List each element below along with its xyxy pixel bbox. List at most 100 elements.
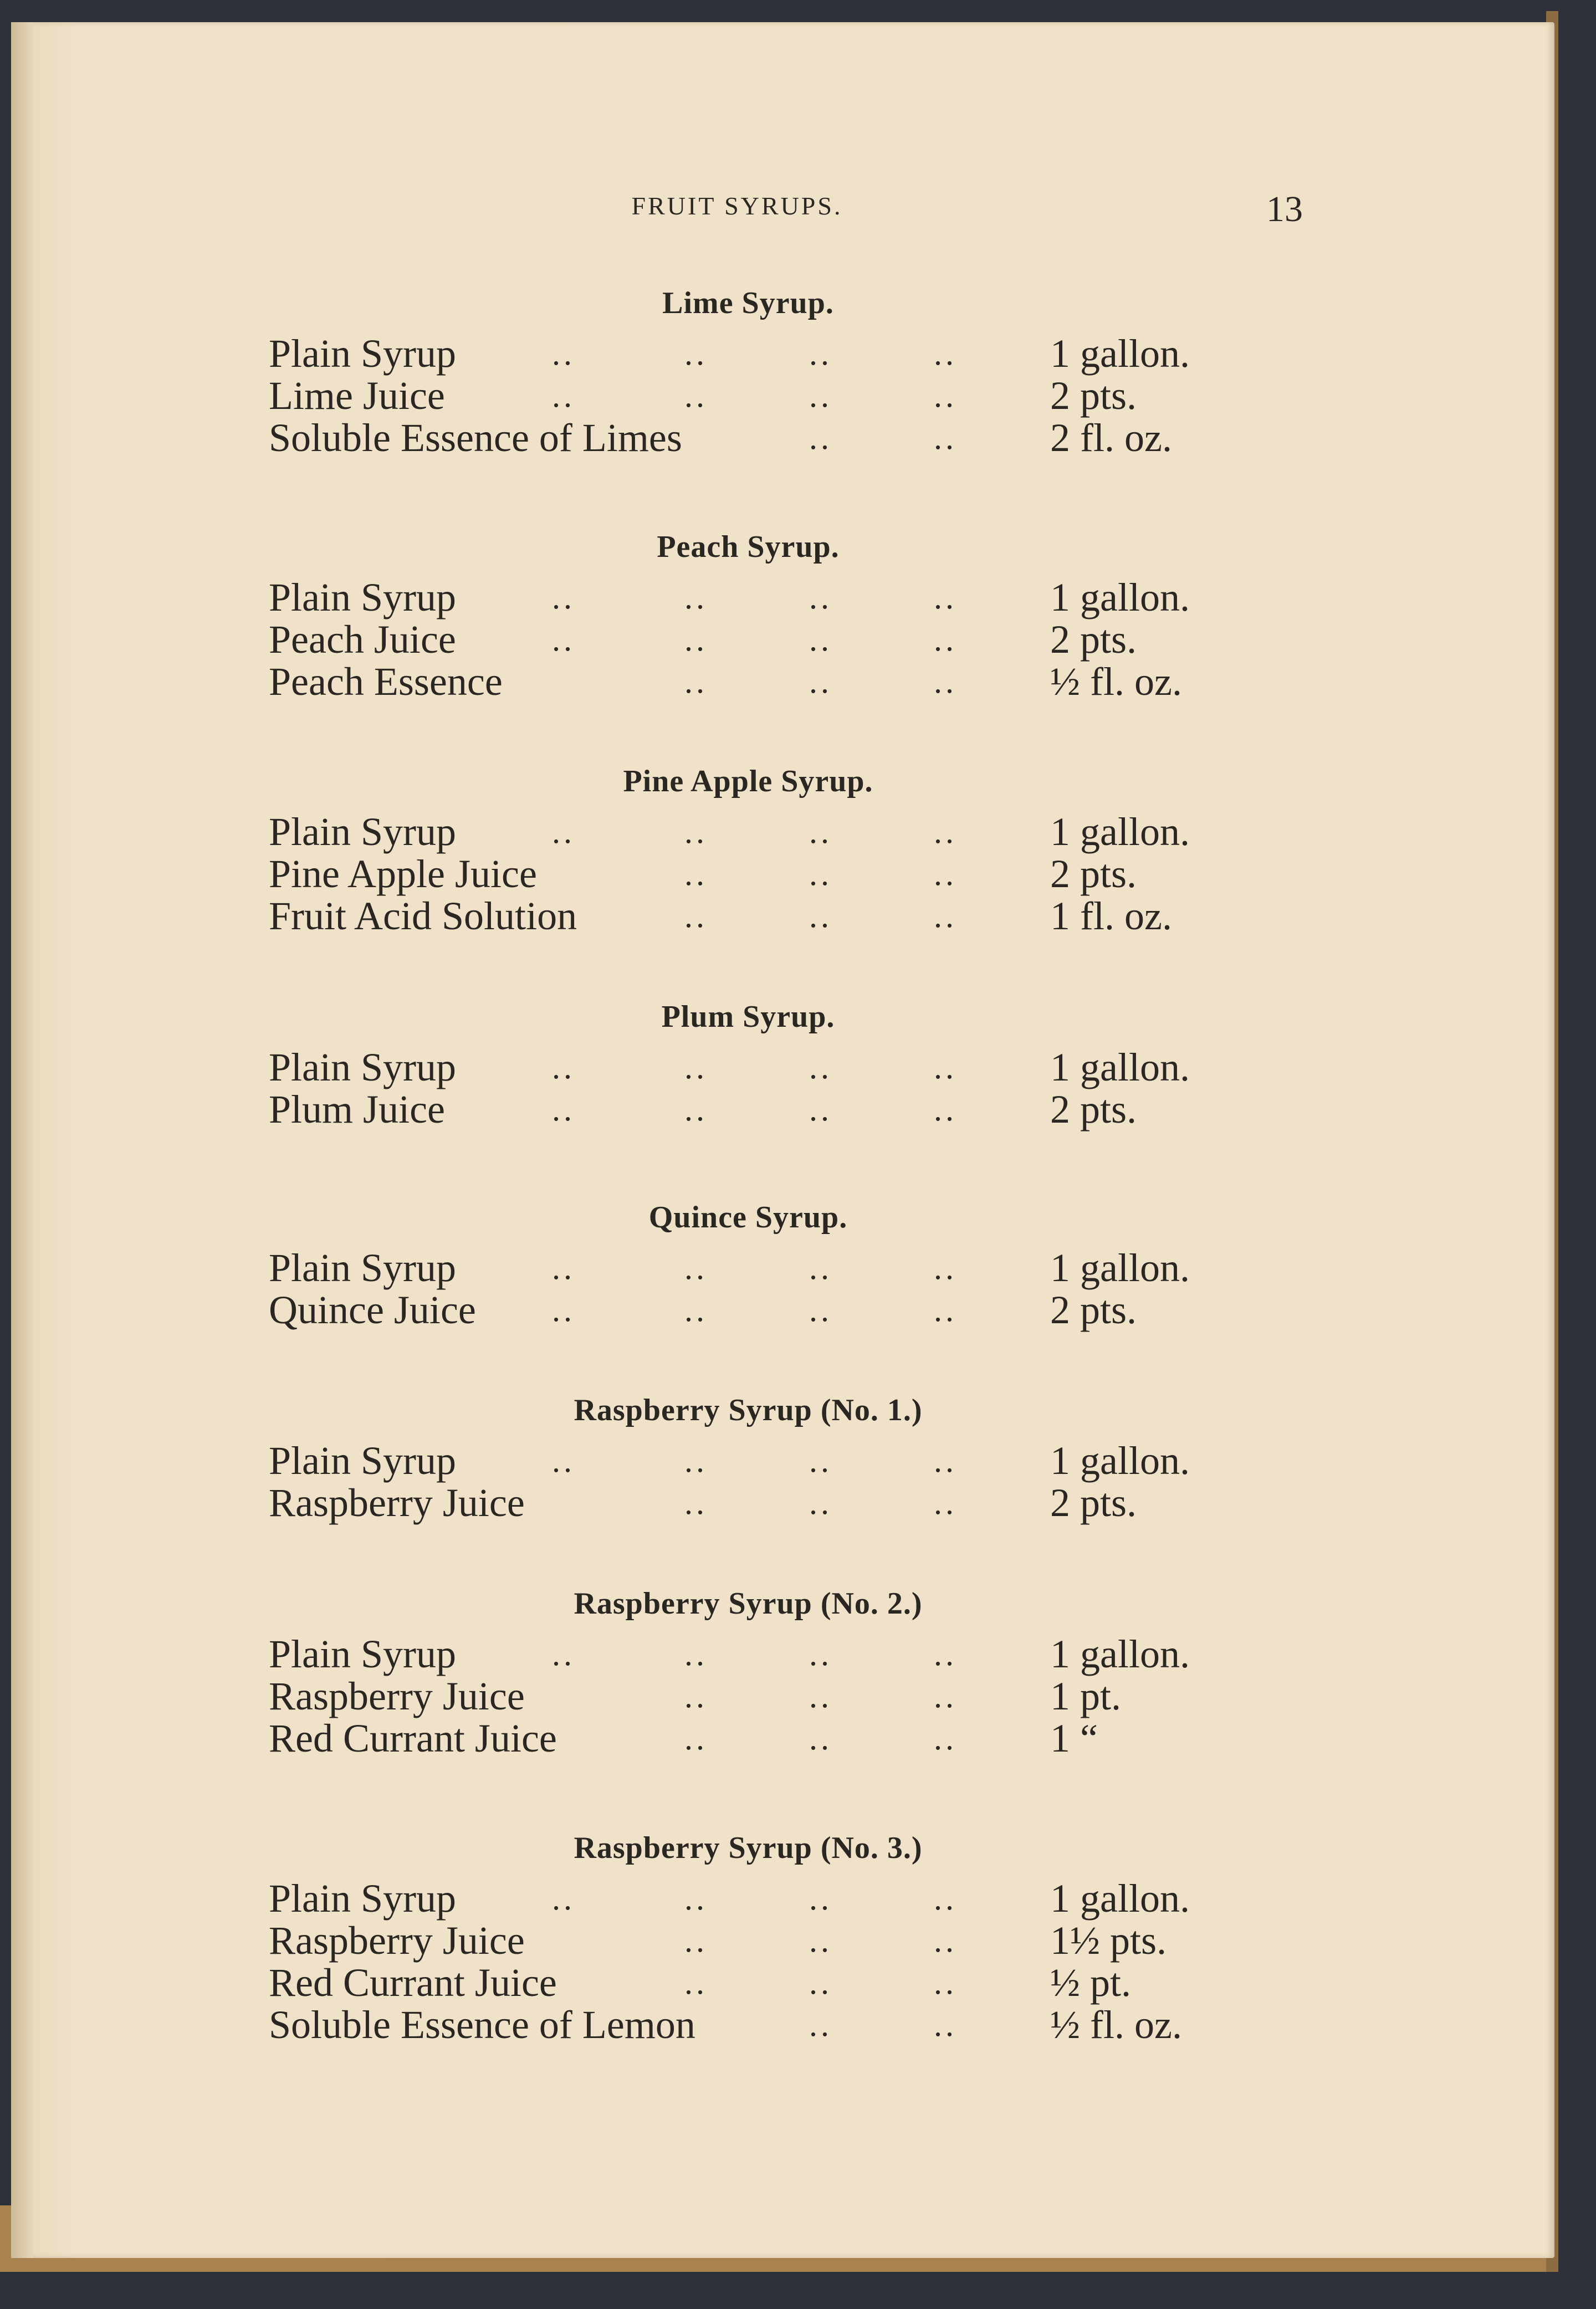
dot-leader: .. [934,1442,957,1479]
dot-leader: .. [934,898,957,934]
ingredient-name: Plain Syrup [269,331,457,376]
dot-leader: .. [552,1250,575,1286]
ingredient-amount: ½ fl. oz. [1050,2003,1182,2047]
recipe-title: Raspberry Syrup (No. 1.) [574,1393,923,1427]
ingredient-row: Raspberry Juice...... 1 pt. [0,1675,1596,1717]
ingredient-name: Plum Juice [269,1087,445,1132]
ingredient-amount: 1 “ [1050,1716,1098,1760]
ingredient-row: Fruit Acid Solution...... 1 fl. oz. [0,895,1596,937]
dot-leader: .. [809,377,832,414]
book-page [11,22,1554,2258]
ingredient-row: Red Currant Juice...... ½ pt. [0,1962,1596,2004]
ingredient-name: Plain Syrup [269,1438,457,1483]
ingredient-name: Plain Syrup [269,1876,457,1921]
dot-leader: .. [809,898,832,934]
dot-leader: .. [809,1880,832,1917]
ingredient-amount: 1 gallon. [1050,1246,1190,1290]
ingredient-name: Plain Syrup [269,810,457,854]
dot-leader: .. [809,335,832,372]
running-head-text: FRUIT SYRUPS. [631,192,843,220]
ingredient-amount: 2 fl. oz. [1050,416,1172,460]
dot-leader: .. [552,1442,575,1479]
recipe-title: Lime Syrup. [662,286,834,320]
dot-leader: .. [684,335,708,372]
dot-leader: .. [552,621,575,658]
ingredient-row: Quince Juice........ 2 pts. [0,1289,1596,1331]
dot-leader: .. [684,1880,708,1917]
ingredient-row: Plain Syrup........ 1 gallon. [0,1046,1596,1088]
dot-leader: .. [809,813,832,850]
dot-leader: .. [684,1964,708,2001]
dot-leader: .. [684,579,708,616]
ingredient-amount: 1 gallon. [1050,1876,1190,1921]
dot-leader: .. [684,1636,708,1672]
dot-leader: .. [684,898,708,934]
dot-leader: .. [934,1678,957,1714]
dot-leader: .. [684,1720,708,1757]
dot-leader: .. [809,621,832,658]
dot-leader: .. [809,1720,832,1757]
ingredient-row: Plain Syrup........ 1 gallon. [0,332,1596,375]
ingredient-row: Plain Syrup........ 1 gallon. [0,811,1596,853]
recipe-title: Raspberry Syrup (No. 3.) [574,1831,923,1865]
ingredient-amount: ½ pt. [1050,1960,1132,2005]
page-gutter [11,22,33,2258]
dot-leader: .. [934,419,957,456]
ingredient-amount: 2 pts. [1050,1087,1137,1132]
ingredient-amount: ½ fl. oz. [1050,659,1182,704]
recipe-title: Raspberry Syrup (No. 2.) [574,1586,923,1621]
ingredient-amount: 1 fl. oz. [1050,894,1172,938]
ingredient-amount: 2 pts. [1050,1288,1137,1332]
ingredient-row: Soluble Essence of Limes.... 2 fl. oz. [0,417,1596,459]
ingredient-amount: 2 pts. [1050,852,1137,896]
ingredient-name: Lime Juice [269,373,445,418]
ingredient-row: Peach Juice........ 2 pts. [0,618,1596,661]
dot-leader: .. [684,663,708,700]
ingredient-name: Quince Juice [269,1288,476,1332]
ingredient-row: Lime Juice........ 2 pts. [0,375,1596,417]
ingredient-amount: 1 gallon. [1050,810,1190,854]
dot-leader: .. [552,1292,575,1328]
dot-leader: .. [934,1720,957,1757]
dot-leader: .. [809,1250,832,1286]
ingredient-name: Red Currant Juice [269,1716,557,1760]
recipe-title: Plum Syrup. [661,1000,835,1034]
ingredient-name: Raspberry Juice [269,1481,525,1525]
dot-leader: .. [809,1091,832,1128]
dot-leader: .. [934,1636,957,1672]
dot-leader: .. [684,1250,708,1286]
dot-leader: .. [684,1922,708,1959]
ingredient-row: Plain Syrup........ 1 gallon. [0,1247,1596,1289]
ingredient-amount: 1 gallon. [1050,575,1190,620]
dot-leader: .. [934,1484,957,1521]
dot-leader: .. [552,813,575,850]
dot-leader: .. [684,1091,708,1128]
dot-leader: .. [934,1049,957,1086]
ingredient-row: Plain Syrup........ 1 gallon. [0,1440,1596,1482]
dot-leader: .. [934,1880,957,1917]
dot-leader: .. [684,1049,708,1086]
dot-leader: .. [934,579,957,616]
dot-leader: .. [809,2006,832,2043]
dot-leader: .. [809,579,832,616]
dot-leader: .. [684,1678,708,1714]
ingredient-amount: 1½ pts. [1050,1918,1167,1963]
dot-leader: .. [934,663,957,700]
ingredient-row: Plain Syrup........ 1 gallon. [0,1633,1596,1675]
ingredient-name: Raspberry Juice [269,1674,525,1718]
dot-leader: .. [934,856,957,892]
dot-leader: .. [809,1922,832,1959]
recipe-title: Pine Apple Syrup. [623,764,873,798]
ingredient-name: Plain Syrup [269,575,457,620]
dot-leader: .. [809,1636,832,1672]
ingredient-amount: 1 gallon. [1050,1438,1190,1483]
page-number: 13 [1266,189,1303,229]
dot-leader: .. [684,1484,708,1521]
dot-leader: .. [552,1880,575,1917]
dot-leader: .. [552,579,575,616]
dot-leader: .. [809,856,832,892]
dot-leader: .. [552,1636,575,1672]
dot-leader: .. [684,621,708,658]
dot-leader: .. [934,1250,957,1286]
dot-leader: .. [809,1049,832,1086]
